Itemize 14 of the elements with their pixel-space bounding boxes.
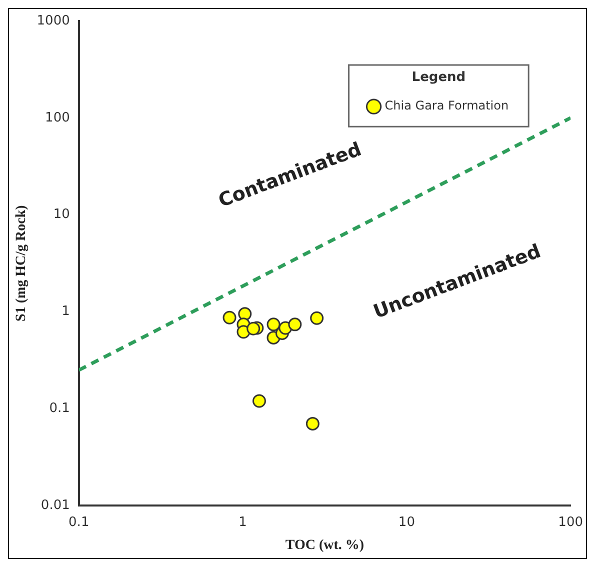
legend-label: Chia Gara Formation [384, 98, 509, 113]
y-tick-label: 1000 [36, 13, 70, 28]
legend-title: Legend [412, 70, 466, 85]
x-tick-label: 0.1 [68, 514, 90, 530]
y-tick-label: 0.01 [40, 498, 70, 513]
x-tick-label: 100 [558, 514, 584, 530]
y-tick-label: 10 [53, 207, 70, 222]
y-axis-title: S1 (mg HC/g Rock) [14, 204, 30, 322]
x-tick-label: 10 [398, 514, 415, 530]
y-tick-label: 100 [45, 110, 70, 126]
y-tick-label: 1 [62, 304, 70, 320]
y-tick-label: 0.1 [49, 401, 70, 416]
x-tick-label: 1 [238, 514, 247, 530]
x-axis-title: TOC (wt. %) [285, 538, 364, 554]
